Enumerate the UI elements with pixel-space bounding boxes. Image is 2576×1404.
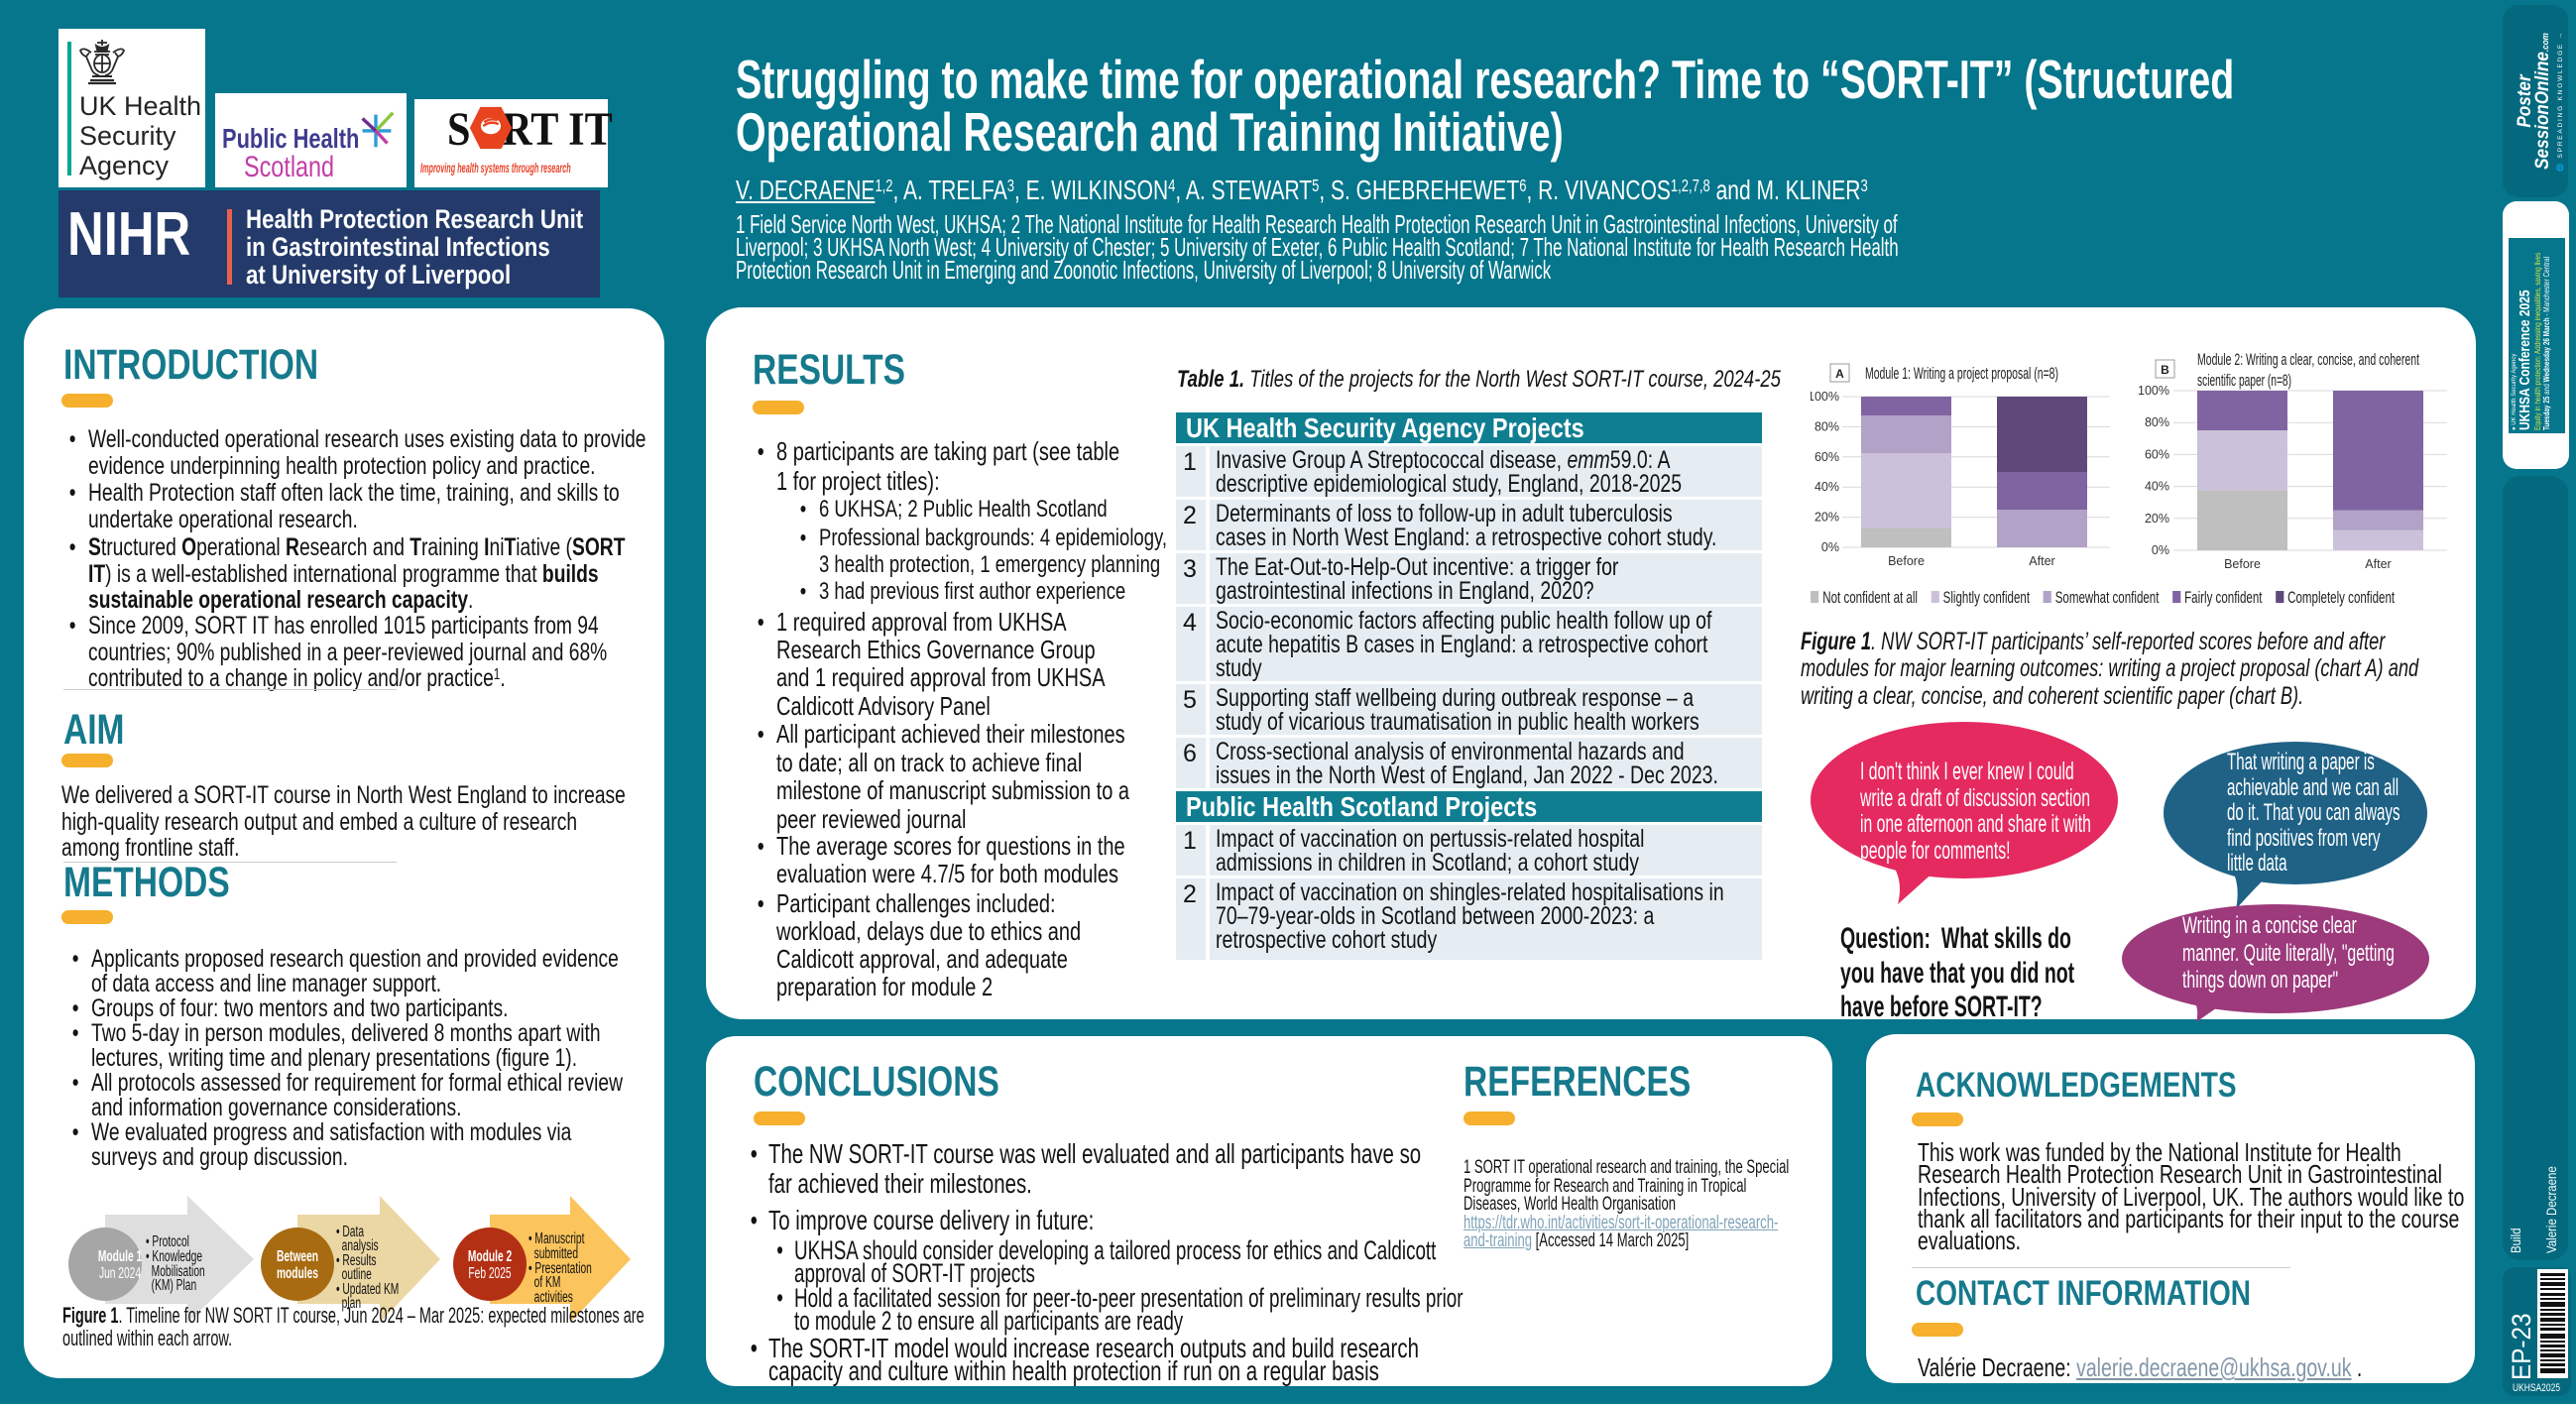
svg-text:100%: 100%: [2138, 384, 2169, 398]
svg-text:Before: Before: [1888, 554, 1925, 568]
svg-text:After: After: [2365, 557, 2391, 571]
svg-text:Module 1: Writing a project pr: Module 1: Writing a project proposal (n=…: [1865, 365, 2058, 383]
svg-text:20%: 20%: [1815, 511, 1839, 525]
svg-text:80%: 80%: [2145, 415, 2169, 429]
svg-text:After: After: [2029, 554, 2054, 568]
svg-text:0%: 0%: [2152, 543, 2169, 557]
svg-text:40%: 40%: [1815, 480, 1839, 494]
svg-text:Module 2: Writing a clear, con: Module 2: Writing a clear, concise, and …: [2197, 351, 2419, 369]
svg-text:20%: 20%: [2145, 512, 2169, 526]
svg-text:100%: 100%: [1811, 390, 1839, 404]
svg-text:B: B: [2161, 363, 2169, 377]
svg-text:Before: Before: [2224, 557, 2261, 571]
svg-text:60%: 60%: [2145, 447, 2169, 461]
svg-text:0%: 0%: [1821, 540, 1839, 554]
svg-text:40%: 40%: [2145, 480, 2169, 494]
svg-text:60%: 60%: [1815, 450, 1839, 464]
svg-text:A: A: [1835, 367, 1844, 381]
svg-text:scientific paper (n=8): scientific paper (n=8): [2197, 372, 2291, 390]
svg-text:80%: 80%: [1815, 419, 1839, 433]
